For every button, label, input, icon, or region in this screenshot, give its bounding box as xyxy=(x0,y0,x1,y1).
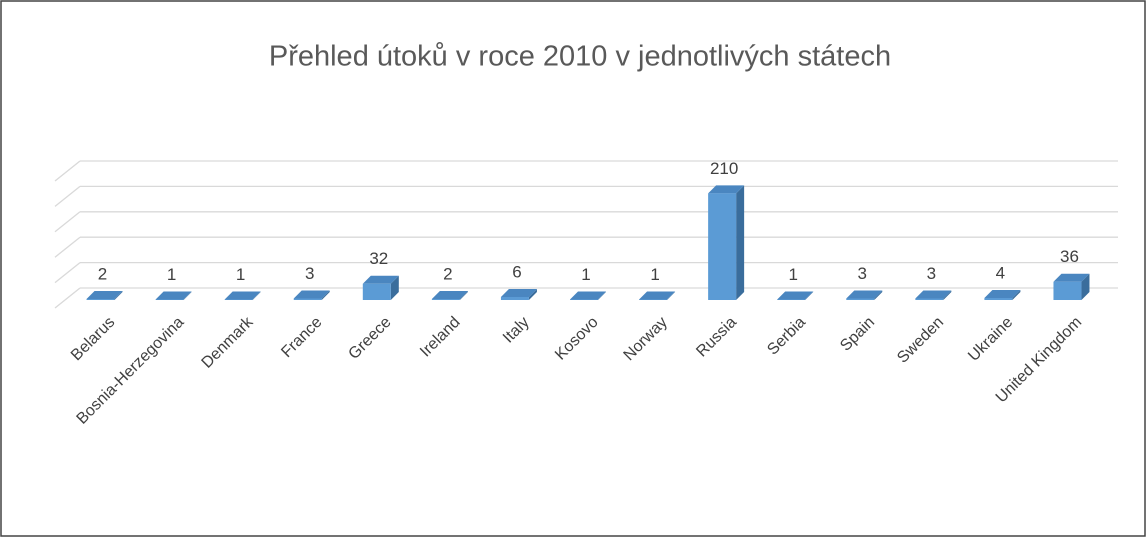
grid-line-side xyxy=(54,287,81,309)
bar-side xyxy=(1081,273,1090,300)
bar-top xyxy=(431,290,468,299)
bar-front xyxy=(984,297,1013,300)
bar xyxy=(293,290,330,300)
bar-front xyxy=(86,298,115,300)
bar xyxy=(1053,273,1090,300)
bar-side xyxy=(390,275,399,300)
value-label: 3 xyxy=(305,264,314,283)
bar xyxy=(639,291,676,300)
bar xyxy=(224,291,261,300)
bar-front xyxy=(777,299,806,300)
value-label: 2 xyxy=(443,264,452,283)
bar xyxy=(777,291,814,300)
bar xyxy=(155,291,192,300)
value-label: 3 xyxy=(858,264,867,283)
bar-front xyxy=(500,296,529,300)
bar xyxy=(362,275,399,300)
bar-top xyxy=(708,185,745,194)
bar-side xyxy=(528,288,537,300)
value-label: 3 xyxy=(927,264,936,283)
bar-top xyxy=(846,290,883,299)
value-label: 210 xyxy=(710,159,738,178)
bar-front xyxy=(915,298,944,300)
bar-top xyxy=(777,291,814,300)
grid-line-side xyxy=(54,160,81,182)
bar-top xyxy=(224,291,261,300)
bar-side xyxy=(114,290,123,300)
bar xyxy=(846,290,883,300)
value-label: 4 xyxy=(996,263,1005,282)
bar-side xyxy=(252,291,261,300)
bar-top xyxy=(500,288,537,297)
bar-top xyxy=(570,291,606,300)
bar-side xyxy=(667,291,676,300)
bar-top xyxy=(86,290,123,299)
value-label: 1 xyxy=(167,265,176,284)
chart-title: Přehled útoků v roce 2010 v jednotlivých… xyxy=(269,41,891,73)
grid-line-side xyxy=(54,185,81,207)
bar-front xyxy=(570,299,598,300)
bar-top xyxy=(915,290,952,299)
bar-side xyxy=(874,290,883,300)
value-label: 2 xyxy=(98,264,107,283)
bar xyxy=(86,290,123,300)
value-label: 1 xyxy=(236,265,245,284)
bar-front xyxy=(846,298,875,300)
bar-side xyxy=(183,291,192,300)
bar-side xyxy=(736,185,745,300)
bar-side xyxy=(598,291,606,300)
bar xyxy=(431,290,468,300)
bar-top xyxy=(293,290,330,299)
bar-front xyxy=(708,193,737,300)
value-label: 6 xyxy=(512,262,521,281)
bar-front xyxy=(362,283,391,300)
bar-side xyxy=(943,290,952,300)
bar xyxy=(500,288,537,300)
bar xyxy=(984,289,1021,300)
bar-front xyxy=(1053,281,1082,300)
bar-top xyxy=(1053,273,1090,282)
bar-front xyxy=(155,299,184,300)
bar-front xyxy=(639,299,668,300)
value-label: 32 xyxy=(369,249,388,268)
value-label: 1 xyxy=(788,265,797,284)
bar xyxy=(570,291,606,300)
value-label: 1 xyxy=(581,265,590,284)
value-label: 1 xyxy=(650,265,659,284)
grid-line-side xyxy=(54,236,81,258)
bar-front xyxy=(431,298,460,300)
bar-top xyxy=(639,291,676,300)
bar xyxy=(915,290,952,300)
bar-side xyxy=(459,290,468,300)
value-label: 36 xyxy=(1060,247,1079,266)
grid-line-side xyxy=(54,262,81,284)
bar xyxy=(708,185,745,300)
bar-side xyxy=(805,291,814,300)
bar-top xyxy=(155,291,192,300)
bar-side xyxy=(1012,289,1021,300)
bar-side xyxy=(321,290,330,300)
grid-line-side xyxy=(54,211,81,233)
bar-front xyxy=(224,299,253,300)
bar-top xyxy=(984,289,1021,298)
bar-front xyxy=(293,298,322,300)
bar-top xyxy=(362,275,399,284)
